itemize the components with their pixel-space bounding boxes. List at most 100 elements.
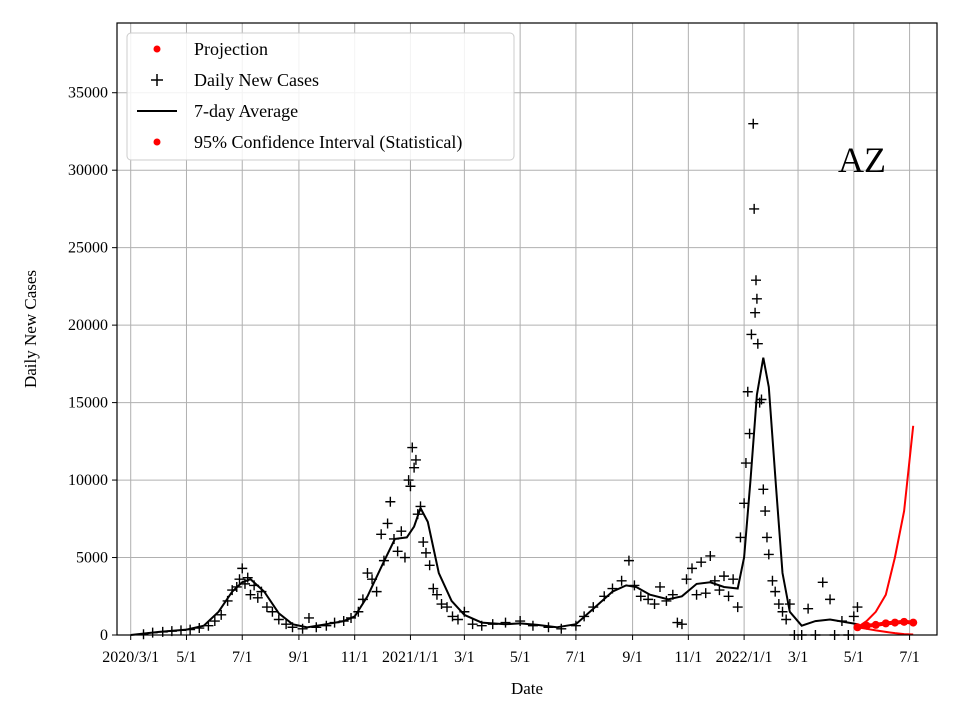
- daily-case-point: [681, 574, 692, 585]
- daily-case-point: [751, 293, 762, 304]
- x-tick-label: 7/1: [232, 649, 252, 666]
- daily-case-point: [700, 588, 711, 599]
- x-tick-label: 2021/1/1: [382, 649, 439, 666]
- daily-case-point: [281, 619, 292, 630]
- plot-data: [130, 118, 918, 640]
- y-tick-label: 20000: [68, 317, 108, 334]
- x-tick-label: 5/1: [510, 649, 530, 666]
- y-tick-label: 15000: [68, 395, 108, 412]
- daily-case-point: [758, 484, 769, 495]
- daily-case-point: [273, 614, 284, 625]
- daily-case-point: [420, 547, 431, 558]
- daily-case-point: [216, 609, 227, 620]
- daily-case-point: [362, 568, 373, 579]
- daily-case-point: [303, 612, 314, 623]
- daily-case-point: [407, 442, 418, 453]
- y-axis-label: Daily New Cases: [21, 270, 40, 388]
- daily-case-point: [431, 589, 442, 600]
- daily-case-point: [760, 506, 771, 517]
- daily-case-point: [749, 203, 760, 214]
- daily-case-point: [500, 617, 511, 628]
- daily-case-point: [245, 589, 256, 600]
- daily-case-point: [735, 532, 746, 543]
- projection-point: [871, 620, 880, 629]
- daily-case-point: [649, 599, 660, 610]
- daily-case-point: [403, 475, 414, 486]
- daily-case-point: [399, 552, 410, 563]
- daily-case-point: [623, 555, 634, 566]
- y-tick-label: 25000: [68, 240, 108, 257]
- daily-case-point: [392, 546, 403, 557]
- daily-case-point: [763, 549, 774, 560]
- daily-case-point: [777, 606, 788, 617]
- daily-case-point: [714, 585, 725, 596]
- x-tick-label: 3/1: [788, 649, 808, 666]
- x-tick-label: 2022/1/1: [716, 649, 773, 666]
- y-tick-label: 30000: [68, 162, 108, 179]
- daily-case-point: [750, 275, 761, 286]
- legend-label: Projection: [194, 39, 268, 59]
- daily-case-point: [376, 529, 387, 540]
- x-tick-label: 7/1: [566, 649, 586, 666]
- x-tick-label: 2020/3/1: [102, 649, 159, 666]
- plot-frame: [116, 22, 938, 636]
- axis-ticks: 0 5000 10000 15000 20000 25000 30000 35000 2020/…: [68, 85, 920, 666]
- daily-case-point: [739, 498, 750, 509]
- projection-point: [909, 618, 918, 627]
- daily-case-point: [424, 560, 435, 571]
- x-tick-label: 7/1: [899, 649, 919, 666]
- legend-marker-plus: [151, 74, 163, 86]
- daily-case-point: [418, 537, 429, 548]
- daily-case-point: [687, 563, 698, 574]
- daily-case-point: [588, 602, 599, 613]
- daily-case-point: [746, 329, 757, 340]
- x-tick-label: 9/1: [289, 649, 309, 666]
- daily-case-point: [705, 550, 716, 561]
- x-tick-label: 5/1: [844, 649, 864, 666]
- daily-case-point: [803, 603, 814, 614]
- daily-case-point: [723, 591, 734, 602]
- daily-case-point: [234, 574, 245, 585]
- daily-case-point: [691, 589, 702, 600]
- daily-case-point: [750, 307, 761, 318]
- daily-case-point: [825, 594, 836, 605]
- daily-case-point: [635, 591, 646, 602]
- daily-case-point: [655, 581, 666, 592]
- daily-case-point: [467, 619, 478, 630]
- daily-case-point: [676, 619, 687, 630]
- daily-case-point: [409, 462, 420, 473]
- daily-case-point: [817, 577, 828, 588]
- y-tick-label: 0: [100, 627, 108, 644]
- daily-case-point: [267, 606, 278, 617]
- x-axis-label: Date: [511, 679, 543, 698]
- daily-case-point: [848, 611, 859, 622]
- daily-case-point: [748, 118, 759, 129]
- daily-case-point: [396, 526, 407, 537]
- daily-case-point: [756, 394, 767, 405]
- legend: Projection Daily New Cases 7-day Average 95…: [126, 32, 515, 161]
- state-annotation: AZ: [838, 140, 886, 180]
- projection-point: [890, 618, 899, 627]
- daily-case-point: [767, 575, 778, 586]
- daily-case-point: [732, 602, 743, 613]
- daily-case-point: [447, 611, 458, 622]
- daily-case-point: [371, 586, 382, 597]
- legend-box: [126, 32, 515, 161]
- y-tick-label: 10000: [68, 472, 108, 489]
- daily-case-point: [740, 458, 751, 469]
- daily-case-point: [428, 583, 439, 594]
- daily-case-point: [742, 386, 753, 397]
- y-tick-label: 5000: [76, 550, 108, 567]
- daily-case-point: [436, 599, 447, 610]
- projection-point: [881, 619, 890, 628]
- daily-case-point: [556, 623, 567, 634]
- legend-label: 95% Confidence Interval (Statistical): [194, 132, 462, 153]
- daily-case-point: [661, 595, 672, 606]
- projection-point: [853, 623, 862, 632]
- daily-case-point: [852, 602, 863, 613]
- daily-case-point: [752, 338, 763, 349]
- legend-marker-dot: [153, 45, 161, 53]
- x-tick-label: 9/1: [622, 649, 642, 666]
- daily-case-point: [261, 602, 272, 613]
- daily-case-point: [385, 496, 396, 507]
